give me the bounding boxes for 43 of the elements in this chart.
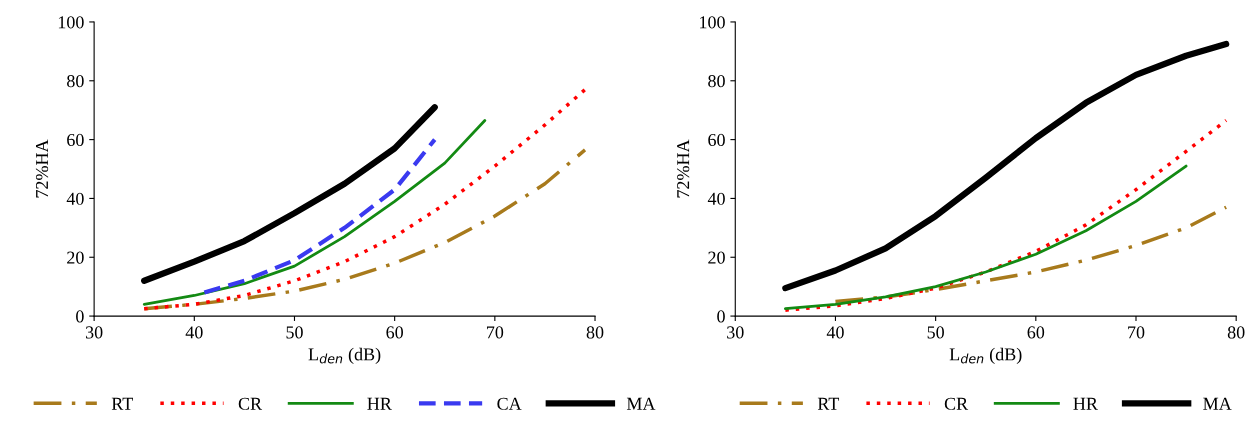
y-axis-title: 72%HA — [677, 139, 690, 198]
legend-label: CR — [944, 397, 969, 410]
y-tick-label: 0 — [717, 310, 725, 323]
x-tick-label: 70 — [1128, 326, 1145, 339]
x-tick-label: 50 — [927, 326, 944, 339]
y-tick-label: 20 — [708, 251, 725, 264]
y-tick-label: 80 — [67, 75, 84, 88]
legend-label: HR — [367, 397, 392, 410]
y-tick-label: 0 — [76, 310, 84, 323]
y-tick-label: 40 — [707, 192, 725, 205]
legend-label: CR — [238, 397, 263, 410]
x-tick-label: 50 — [286, 326, 303, 339]
x-tick-label: 80 — [1227, 326, 1245, 339]
legend-label: MA — [1203, 397, 1232, 410]
line-series — [783, 164, 1188, 311]
x-axis-title: L$_{den}$ (dB) — [308, 347, 381, 365]
x-tick-label: 40 — [826, 326, 844, 339]
x-tick-label: 30 — [727, 326, 744, 339]
legend-label: HR — [1073, 397, 1098, 410]
y-tick-label: 80 — [708, 75, 725, 88]
x-tick-label: 60 — [1027, 326, 1045, 339]
line-series — [202, 137, 437, 295]
x-tick-label: 60 — [386, 326, 403, 339]
x-axis-title: L$_{den}$ (dB) — [949, 347, 1022, 365]
legend-label: CA — [497, 397, 522, 410]
legend-label: RT — [111, 397, 133, 410]
line-series — [833, 205, 1228, 304]
line-series — [783, 118, 1228, 312]
y-tick-label: 60 — [67, 133, 84, 147]
x-tick-label: 80 — [586, 326, 604, 339]
legend-label: MA — [626, 397, 656, 410]
line-series — [142, 87, 587, 311]
y-tick-label: 100 — [58, 16, 84, 29]
legend-label: RT — [817, 397, 840, 410]
y-tick-label: 60 — [708, 133, 725, 147]
y-tick-label: 100 — [700, 16, 725, 29]
y-axis-title: 72%HA — [35, 139, 49, 198]
x-tick-label: 70 — [487, 326, 504, 339]
y-tick-label: 20 — [67, 251, 84, 264]
y-tick-label: 40 — [66, 192, 84, 205]
x-tick-label: 40 — [185, 326, 203, 339]
x-tick-label: 30 — [85, 326, 103, 339]
line-series — [142, 119, 487, 306]
